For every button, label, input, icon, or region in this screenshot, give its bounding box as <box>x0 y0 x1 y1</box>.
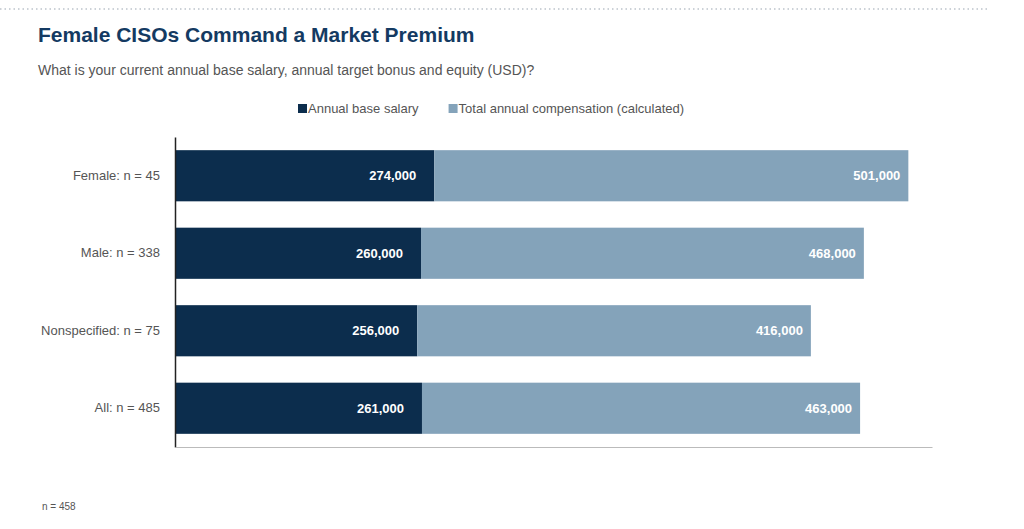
bar <box>175 383 422 434</box>
data-label: 260,000 <box>356 246 403 261</box>
bar <box>421 228 864 279</box>
legend-label: Annual base salary <box>308 101 419 116</box>
top-rule <box>0 8 990 9</box>
legend-swatch <box>449 104 458 113</box>
bar <box>422 383 860 434</box>
legend-item: Total annual compensation (calculated) <box>449 101 684 116</box>
x-axis-line <box>176 447 933 448</box>
data-label: 416,000 <box>756 323 803 338</box>
data-label: 274,000 <box>369 168 416 183</box>
bar <box>175 228 421 279</box>
y-axis-line <box>175 138 177 448</box>
x-axis <box>176 447 933 448</box>
bar <box>417 305 811 356</box>
legend: Annual base salary Total annual compensat… <box>298 101 684 116</box>
y-tick-label: Nonspecified: n = 75 <box>41 323 160 338</box>
y-tick: Male: n = 338 <box>81 245 175 260</box>
bar <box>434 150 908 201</box>
subtitle: What is your current annual base salary,… <box>38 62 534 78</box>
footnote: n = 458 <box>42 501 76 512</box>
data-label: 501,000 <box>853 168 900 183</box>
chart: Female CISOs Command a Market Premium Wha… <box>0 0 1024 529</box>
y-tick: All: n = 485 <box>95 400 175 415</box>
data-label: 261,000 <box>357 401 404 416</box>
data-label: 468,000 <box>809 246 856 261</box>
data-label: 463,000 <box>805 401 852 416</box>
y-tick: Nonspecified: n = 75 <box>41 323 175 338</box>
data-labels: 274,000 260,000 256,000 261,000 501,000 468,0… <box>352 168 900 416</box>
legend-item: Annual base salary <box>298 101 419 116</box>
legend-swatch <box>298 104 307 113</box>
y-tick-label: Female: n = 45 <box>73 168 160 183</box>
bar <box>175 150 434 201</box>
bar <box>175 305 417 356</box>
legend-label: Total annual compensation (calculated) <box>459 101 684 116</box>
y-tick: Female: n = 45 <box>73 168 175 183</box>
bars <box>175 150 908 434</box>
title: Female CISOs Command a Market Premium <box>38 23 474 46</box>
y-tick-label: All: n = 485 <box>95 400 160 415</box>
y-tick-label: Male: n = 338 <box>81 245 160 260</box>
y-axis: Female: n = 45 Male: n = 338 Nonspecified:… <box>41 138 175 448</box>
data-label: 256,000 <box>352 323 399 338</box>
